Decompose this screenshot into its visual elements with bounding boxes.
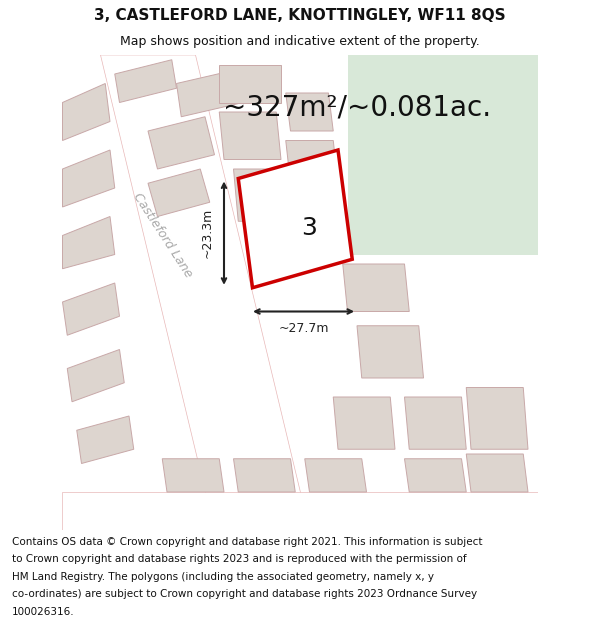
Text: to Crown copyright and database rights 2023 and is reproduced with the permissio: to Crown copyright and database rights 2… bbox=[12, 554, 467, 564]
Polygon shape bbox=[347, 55, 538, 254]
Polygon shape bbox=[62, 283, 119, 335]
Polygon shape bbox=[162, 459, 224, 492]
Text: Map shows position and indicative extent of the property.: Map shows position and indicative extent… bbox=[120, 35, 480, 48]
Text: 100026316.: 100026316. bbox=[12, 607, 74, 617]
Polygon shape bbox=[62, 492, 538, 530]
Polygon shape bbox=[466, 454, 528, 492]
Polygon shape bbox=[404, 397, 466, 449]
Polygon shape bbox=[77, 416, 134, 464]
Polygon shape bbox=[148, 117, 215, 169]
Polygon shape bbox=[357, 326, 424, 378]
Polygon shape bbox=[176, 69, 243, 117]
Text: ~23.3m: ~23.3m bbox=[201, 208, 214, 258]
Polygon shape bbox=[148, 169, 210, 216]
Text: 3: 3 bbox=[302, 216, 317, 241]
Polygon shape bbox=[115, 60, 176, 102]
Polygon shape bbox=[219, 112, 281, 159]
Polygon shape bbox=[286, 93, 333, 131]
Text: HM Land Registry. The polygons (including the associated geometry, namely x, y: HM Land Registry. The polygons (includin… bbox=[12, 572, 434, 582]
Polygon shape bbox=[62, 84, 110, 141]
Polygon shape bbox=[219, 64, 281, 102]
Text: Castleford Lane: Castleford Lane bbox=[130, 191, 194, 280]
Polygon shape bbox=[233, 459, 295, 492]
Polygon shape bbox=[286, 141, 338, 183]
Polygon shape bbox=[305, 459, 367, 492]
Polygon shape bbox=[466, 388, 528, 449]
Text: co-ordinates) are subject to Crown copyright and database rights 2023 Ordnance S: co-ordinates) are subject to Crown copyr… bbox=[12, 589, 477, 599]
Text: Contains OS data © Crown copyright and database right 2021. This information is : Contains OS data © Crown copyright and d… bbox=[12, 537, 482, 547]
Polygon shape bbox=[62, 150, 115, 207]
Polygon shape bbox=[67, 349, 124, 402]
Text: ~27.7m: ~27.7m bbox=[278, 322, 329, 334]
Polygon shape bbox=[238, 150, 352, 288]
Polygon shape bbox=[404, 459, 466, 492]
Polygon shape bbox=[343, 264, 409, 311]
Text: ~327m²/~0.081ac.: ~327m²/~0.081ac. bbox=[223, 93, 491, 121]
Polygon shape bbox=[62, 216, 115, 269]
Polygon shape bbox=[333, 397, 395, 449]
Polygon shape bbox=[100, 55, 310, 530]
Text: 3, CASTLEFORD LANE, KNOTTINGLEY, WF11 8QS: 3, CASTLEFORD LANE, KNOTTINGLEY, WF11 8Q… bbox=[94, 8, 506, 23]
Polygon shape bbox=[233, 169, 300, 221]
